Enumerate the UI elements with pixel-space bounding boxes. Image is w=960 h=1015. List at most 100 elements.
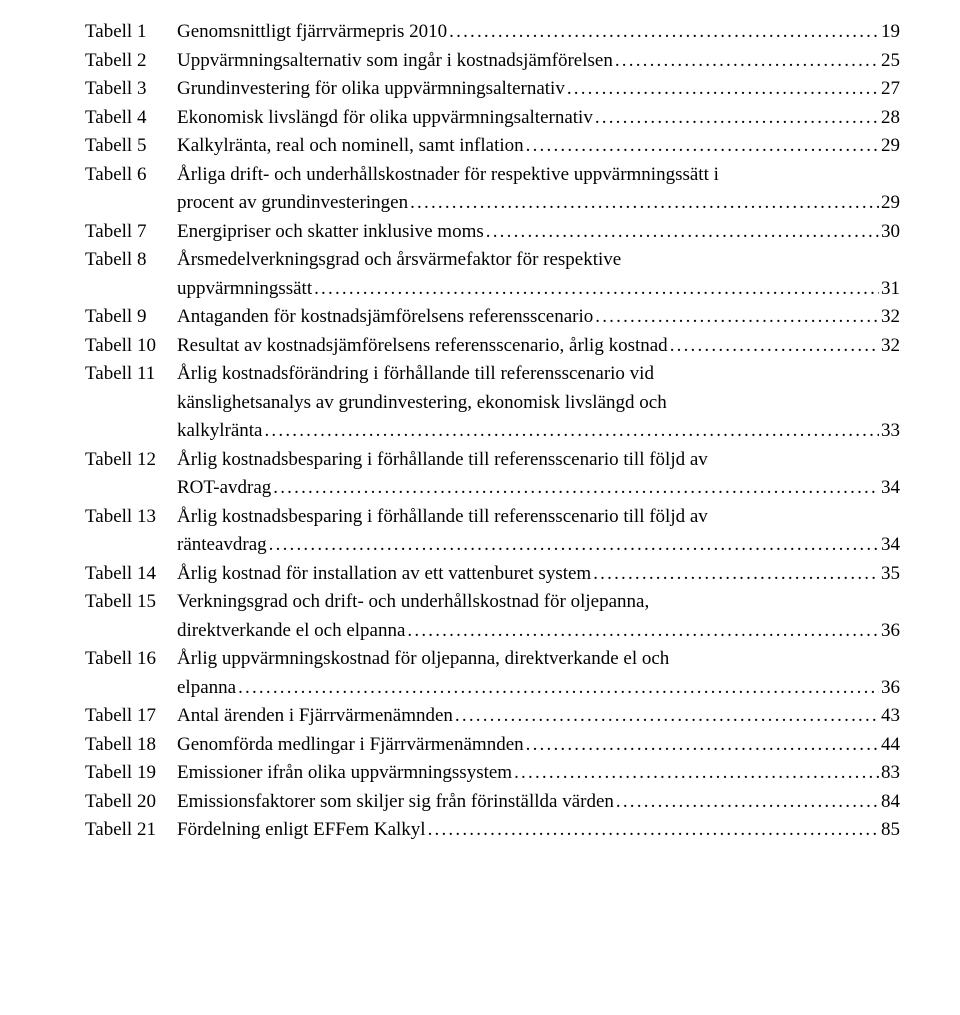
tof-leader [449,18,879,47]
tof-entry-page: 34 [881,531,900,560]
tof-entry-page: 19 [881,18,900,47]
tof-entry-page: 34 [881,474,900,503]
tof-entry-page: 30 [881,218,900,247]
tof-entry-title: Kalkylränta, real och nominell, samt inf… [177,132,524,161]
tof-leader [238,674,879,703]
tof-entry-page: 31 [881,275,900,304]
tof-entry: Tabell 11Årlig kostnadsförändring i förh… [85,360,900,389]
tof-entry: Tabell 14Årlig kostnad för installation … [85,560,900,589]
tof-entry-page: 33 [881,417,900,446]
tof-entry-title: direktverkande el och elpanna [177,617,405,646]
tof-entry: Tabell 16Årlig uppvärmningskostnad för o… [85,645,900,674]
tof-entry-label: Tabell 19 [85,759,177,788]
tof-entry-title: ROT-avdrag [177,474,271,503]
tof-leader [514,759,879,788]
tof-entry-title: elpanna [177,674,236,703]
tof-entry-title: Verkningsgrad och drift- och underhållsk… [177,588,649,617]
tof-entry-title: Årlig kostnadsbesparing i förhållande ti… [177,503,708,532]
tof-entry-title: Fördelning enligt EFFem Kalkyl [177,816,426,845]
tof-entry: Tabell 6Årliga drift- och underhållskost… [85,161,900,190]
tof-entry-title: Emissionsfaktorer som skiljer sig från f… [177,788,614,817]
tof-entry-page: 28 [881,104,900,133]
tof-entry: Tabell 20Emissionsfaktorer som skiljer s… [85,788,900,817]
tof-entry-label: Tabell 20 [85,788,177,817]
tof-leader [526,132,879,161]
tof-leader [455,702,879,731]
tof-entry-continuation: uppvärmningssätt 31 [85,275,900,304]
tof-entry-title: procent av grundinvesteringen [177,189,408,218]
tof-entry-title: känslighetsanalys av grundinvestering, e… [177,389,667,418]
tof-entry: Tabell 4Ekonomisk livslängd för olika up… [85,104,900,133]
tof-entry-title: kalkylränta [177,417,262,446]
tof-entry-page: 29 [881,189,900,218]
tof-entry: Tabell 17Antal ärenden i Fjärrvärmenämnd… [85,702,900,731]
tof-entry: Tabell 19Emissioner ifrån olika uppvärmn… [85,759,900,788]
tof-leader [595,104,879,133]
tof-leader [486,218,879,247]
tof-entry-label: Tabell 18 [85,731,177,760]
tof-entry-title: Ekonomisk livslängd för olika uppvärmnin… [177,104,593,133]
tof-leader [593,560,879,589]
tof-leader [407,617,879,646]
tof-entry: Tabell 3Grundinvestering för olika uppvä… [85,75,900,104]
tof-leader [269,531,879,560]
tof-entry-label: Tabell 5 [85,132,177,161]
tof-entry: Tabell 2Uppvärmningsalternativ som ingår… [85,47,900,76]
tof-entry-title: uppvärmningssätt [177,275,312,304]
tof-entry-page: 44 [881,731,900,760]
tof-leader [428,816,879,845]
tof-entry-title: Emissioner ifrån olika uppvärmningssyste… [177,759,512,788]
tof-entry-page: 85 [881,816,900,845]
tof-leader [526,731,879,760]
tof-entry-title: Grundinvestering för olika uppvärmningsa… [177,75,565,104]
tof-entry-title: Årlig kostnadsbesparing i förhållande ti… [177,446,708,475]
tof-entry-title: ränteavdrag [177,531,267,560]
tof-entry-label: Tabell 15 [85,588,177,617]
tof-leader [595,303,879,332]
tof-entry-label: Tabell 8 [85,246,177,275]
tof-entry-page: 83 [881,759,900,788]
tof-entry-page: 36 [881,674,900,703]
tof-leader [314,275,879,304]
tof-entry-label: Tabell 3 [85,75,177,104]
tof-leader [567,75,879,104]
tof-entry: Tabell 21Fördelning enligt EFFem Kalkyl8… [85,816,900,845]
tof-leader [616,788,879,817]
tof-entry: Tabell 18Genomförda medlingar i Fjärrvär… [85,731,900,760]
tof-entry-label: Tabell 10 [85,332,177,361]
tof-entry-label: Tabell 7 [85,218,177,247]
tof-entry: Tabell 1Genomsnittligt fjärrvärmepris 20… [85,18,900,47]
tof-entry-page: 84 [881,788,900,817]
tof-entry-label: Tabell 14 [85,560,177,589]
tof-entry-page: 29 [881,132,900,161]
table-of-figures: Tabell 1Genomsnittligt fjärrvärmepris 20… [85,18,900,845]
tof-entry-label: Tabell 12 [85,446,177,475]
tof-entry-continuation: elpanna 36 [85,674,900,703]
tof-entry-page: 32 [881,332,900,361]
tof-entry-title: Uppvärmningsalternativ som ingår i kostn… [177,47,613,76]
tof-leader [615,47,879,76]
tof-entry-title: Antal ärenden i Fjärrvärmenämnden [177,702,453,731]
tof-entry-title: Genomsnittligt fjärrvärmepris 2010 [177,18,447,47]
tof-entry-continuation: kalkylränta 33 [85,417,900,446]
tof-entry: Tabell 15Verkningsgrad och drift- och un… [85,588,900,617]
tof-entry-continuation: direktverkande el och elpanna 36 [85,617,900,646]
tof-entry-title: Resultat av kostnadsjämförelsens referen… [177,332,668,361]
tof-entry-continuation: ROT-avdrag 34 [85,474,900,503]
tof-entry: Tabell 7Energipriser och skatter inklusi… [85,218,900,247]
tof-entry-title: Årsmedelverkningsgrad och årsvärmefaktor… [177,246,621,275]
tof-entry-title: Årlig kostnad för installation av ett va… [177,560,591,589]
tof-leader [670,332,879,361]
tof-entry-label: Tabell 17 [85,702,177,731]
tof-entry: Tabell 8Årsmedelverkningsgrad och årsvär… [85,246,900,275]
tof-entry-title: Årlig uppvärmningskostnad för oljepanna,… [177,645,669,674]
tof-entry: Tabell 10Resultat av kostnadsjämförelsen… [85,332,900,361]
tof-entry-continuation: procent av grundinvesteringen 29 [85,189,900,218]
tof-entry-page: 27 [881,75,900,104]
tof-entry-label: Tabell 4 [85,104,177,133]
tof-entry: Tabell 9Antaganden för kostnadsjämförels… [85,303,900,332]
tof-entry-label: Tabell 11 [85,360,177,389]
tof-entry-label: Tabell 9 [85,303,177,332]
tof-entry-page: 36 [881,617,900,646]
tof-leader [264,417,879,446]
